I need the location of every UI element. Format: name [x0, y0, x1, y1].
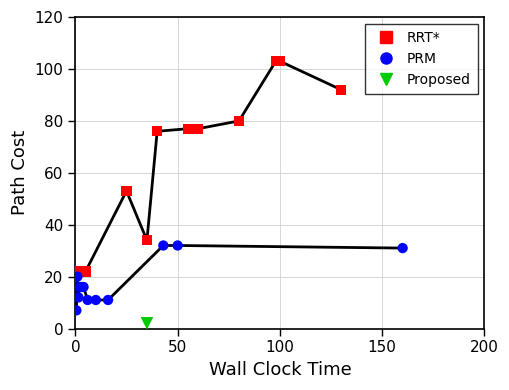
Point [75, 268, 83, 275]
Point [271, 58, 279, 64]
Point [173, 242, 181, 248]
Point [143, 237, 151, 243]
Point [398, 245, 406, 251]
Point [77, 284, 86, 290]
Point [183, 126, 191, 132]
Point [153, 128, 161, 135]
Point [193, 126, 202, 132]
Point [92, 297, 100, 303]
Point [159, 242, 167, 248]
Point [73, 273, 81, 280]
Point [79, 284, 88, 290]
Point [104, 297, 112, 303]
Point [73, 268, 81, 275]
Point [235, 118, 243, 124]
Point [336, 87, 345, 93]
Point [75, 284, 83, 290]
Point [143, 320, 151, 326]
Point [74, 294, 82, 301]
Legend: RRT*, PRM, Proposed: RRT*, PRM, Proposed [364, 24, 476, 94]
X-axis label: Wall Clock Time: Wall Clock Time [208, 361, 351, 379]
Point [83, 297, 92, 303]
Point [72, 307, 80, 314]
Point [122, 188, 130, 194]
Y-axis label: Path Cost: Path Cost [11, 130, 29, 215]
Point [81, 268, 90, 275]
Point [275, 58, 284, 64]
